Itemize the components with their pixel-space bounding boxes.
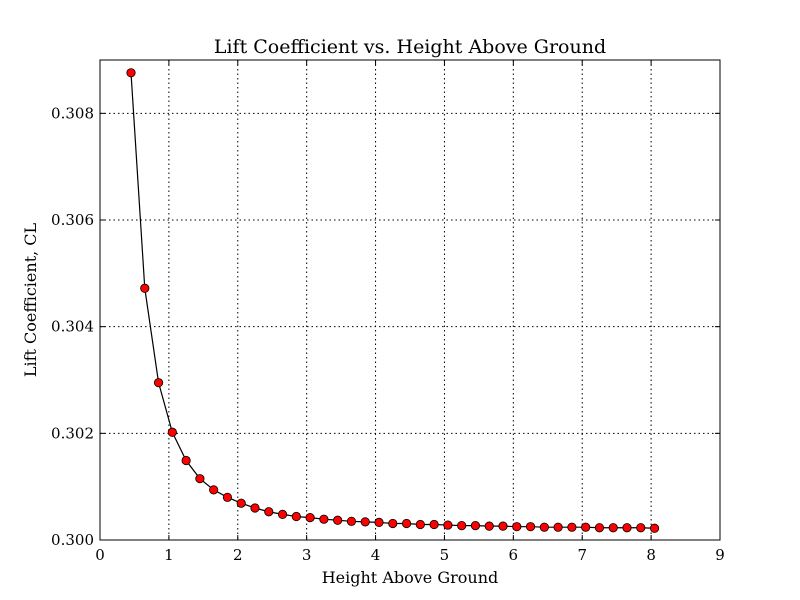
axis-ticks: 0 1 2 3 4 5 6 7 8 9 0.300 0.302 0.304 0.306 0.308 — [51, 60, 725, 564]
data-point — [360, 517, 370, 527]
data-point — [126, 68, 136, 78]
data-point — [415, 519, 425, 530]
data-point — [333, 515, 343, 525]
data-point — [429, 519, 439, 530]
data-point — [539, 522, 549, 532]
grid — [100, 60, 720, 540]
data-series — [126, 68, 660, 533]
y-axis-label: Lift Coefficient, CL — [21, 222, 40, 377]
data-point — [250, 503, 260, 513]
data-point — [594, 523, 605, 533]
x-tick-label: 7 — [577, 546, 587, 564]
data-point — [277, 509, 288, 520]
data-point — [236, 498, 246, 508]
data-point — [319, 514, 329, 524]
data-point — [346, 516, 357, 526]
data-point — [153, 378, 164, 388]
data-point — [649, 523, 660, 533]
y-tick-label: 0.300 — [51, 531, 94, 549]
data-point — [553, 522, 563, 532]
y-tick-label: 0.304 — [51, 318, 94, 336]
x-tick-label: 2 — [233, 546, 243, 564]
data-point — [209, 485, 219, 495]
data-point — [525, 522, 536, 532]
y-tick-label: 0.308 — [51, 104, 94, 122]
data-point — [622, 523, 632, 533]
x-axis-label: Height Above Ground — [322, 568, 499, 587]
y-tick-label: 0.302 — [51, 424, 94, 442]
data-point — [608, 523, 618, 533]
data-point — [498, 521, 508, 531]
data-point — [401, 518, 412, 529]
data-point — [567, 522, 577, 532]
data-point — [264, 507, 274, 517]
data-point — [484, 521, 494, 531]
data-point — [512, 522, 522, 532]
data-point — [388, 518, 398, 529]
y-tick-label: 0.306 — [51, 211, 94, 229]
data-point — [140, 283, 150, 293]
x-tick-label: 8 — [646, 546, 656, 564]
data-point — [291, 511, 301, 522]
x-tick-label: 3 — [302, 546, 312, 564]
x-tick-label: 5 — [440, 546, 450, 564]
x-tick-label: 9 — [715, 546, 725, 564]
data-point — [305, 512, 315, 523]
x-tick-label: 0 — [95, 546, 105, 564]
chart-title: Lift Coefficient vs. Height Above Ground — [214, 36, 606, 58]
data-point — [457, 520, 467, 531]
x-tick-label: 1 — [164, 546, 174, 564]
data-point — [167, 427, 177, 437]
data-point — [581, 522, 591, 532]
x-tick-label: 6 — [509, 546, 519, 564]
data-point — [181, 455, 191, 466]
data-point — [195, 474, 205, 484]
plot-frame — [99, 59, 721, 541]
data-point — [374, 517, 384, 528]
data-point — [636, 523, 646, 533]
data-point — [443, 520, 453, 530]
data-point — [470, 520, 481, 531]
data-point — [222, 492, 233, 502]
x-tick-label: 4 — [371, 546, 381, 564]
